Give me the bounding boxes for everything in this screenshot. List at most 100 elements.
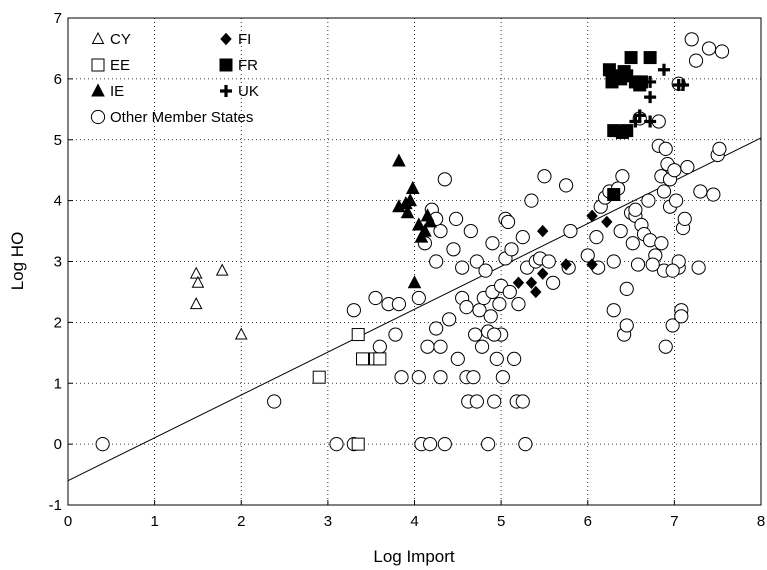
point-other-member-states: [469, 254, 484, 269]
point-other-member-states: [712, 141, 727, 156]
point-other-member-states: [495, 370, 510, 385]
data-points: [95, 32, 730, 452]
legend-label-other-member-states: Other Member States: [110, 109, 253, 126]
point-other-member-states: [625, 236, 640, 251]
y-tick-label: 1: [54, 375, 62, 392]
x-tick-label: 1: [150, 513, 158, 530]
point-other-member-states: [368, 290, 383, 306]
point-uk: [644, 75, 657, 88]
x-tick-label: 0: [64, 513, 72, 530]
y-tick-label: 0: [54, 436, 62, 453]
legend-label-uk: UK: [238, 83, 259, 100]
point-other-member-states: [459, 300, 474, 315]
legend-marker-ee: [91, 58, 105, 72]
point-other-member-states: [442, 312, 457, 327]
point-other-member-states: [630, 257, 646, 272]
point-other-member-states: [580, 248, 595, 263]
point-fi: [601, 215, 613, 229]
point-other-member-states: [677, 211, 692, 226]
point-other-member-states: [420, 339, 435, 354]
point-other-member-states: [615, 169, 630, 184]
point-other-member-states: [372, 339, 387, 354]
point-other-member-states: [641, 193, 656, 208]
point-ee: [351, 328, 365, 342]
point-uk: [633, 109, 646, 122]
y-tick-label: 6: [54, 71, 62, 88]
legend: CY EE IE FI FR UK Other Member States: [90, 31, 259, 126]
point-ie: [412, 217, 426, 231]
point-other-member-states: [688, 53, 704, 68]
point-other-member-states: [654, 236, 669, 251]
point-fi: [537, 224, 549, 238]
point-other-member-states: [500, 214, 516, 230]
legend-label-fr: FR: [238, 57, 258, 74]
point-other-member-states: [433, 370, 448, 385]
point-cy: [234, 327, 248, 340]
point-other-member-states: [492, 297, 507, 312]
point-fi: [560, 258, 572, 271]
point-uk: [644, 91, 657, 104]
point-ee: [351, 437, 365, 451]
legend-marker-ie: [91, 83, 105, 97]
point-fi: [530, 285, 542, 299]
point-fr: [607, 188, 621, 202]
legend-marker-other-member-states: [90, 109, 106, 125]
point-fi: [512, 276, 525, 290]
point-other-member-states: [429, 254, 444, 269]
point-other-member-states: [665, 318, 680, 333]
legend-marker-fr: [219, 58, 233, 72]
point-other-member-states: [665, 263, 680, 278]
point-other-member-states: [541, 254, 556, 269]
point-other-member-states: [478, 263, 493, 278]
y-tick-label: 7: [54, 10, 62, 27]
x-axis-label: Log Import: [373, 547, 455, 566]
point-other-member-states: [481, 437, 496, 452]
point-other-member-states: [448, 211, 464, 226]
legend-label-cy: CY: [110, 31, 131, 48]
y-tick-label: 5: [54, 132, 62, 149]
point-uk: [644, 115, 657, 128]
point-other-member-states: [429, 321, 444, 336]
legend-label-ie: IE: [110, 83, 124, 100]
point-other-member-states: [483, 309, 498, 324]
x-tick-label: 3: [324, 513, 332, 530]
point-other-member-states: [433, 339, 448, 354]
point-other-member-states: [469, 394, 484, 409]
point-other-member-states: [487, 327, 502, 342]
point-fi: [586, 209, 598, 223]
point-other-member-states: [613, 223, 628, 239]
point-other-member-states: [507, 351, 522, 366]
point-ie: [407, 275, 422, 289]
y-tick-label: 2: [54, 314, 62, 331]
point-other-member-states: [619, 318, 634, 333]
point-other-member-states: [437, 437, 452, 452]
point-other-member-states: [524, 193, 539, 208]
y-axis-label: Log HO: [8, 232, 27, 291]
point-other-member-states: [706, 187, 721, 202]
y-tick-label: 3: [54, 254, 62, 271]
legend-marker-cy: [91, 31, 105, 44]
point-other-member-states: [714, 44, 730, 59]
point-other-member-states: [619, 281, 634, 296]
point-other-member-states: [437, 172, 452, 187]
point-other-member-states: [537, 169, 552, 184]
point-other-member-states: [658, 339, 673, 354]
point-other-member-states: [669, 193, 684, 208]
x-tick-label: 5: [497, 513, 505, 530]
point-other-member-states: [411, 290, 426, 306]
point-other-member-states: [446, 242, 461, 257]
point-other-member-states: [674, 309, 689, 324]
point-other-member-states: [468, 327, 483, 342]
x-tick-label: 7: [670, 513, 678, 530]
point-uk: [657, 63, 670, 76]
point-other-member-states: [656, 184, 672, 199]
point-other-member-states: [466, 370, 481, 385]
point-cy: [215, 263, 229, 276]
point-other-member-states: [394, 370, 409, 385]
point-other-member-states: [489, 351, 504, 366]
x-tick-label: 6: [584, 513, 592, 530]
point-other-member-states: [391, 297, 407, 312]
point-ie: [423, 214, 437, 228]
